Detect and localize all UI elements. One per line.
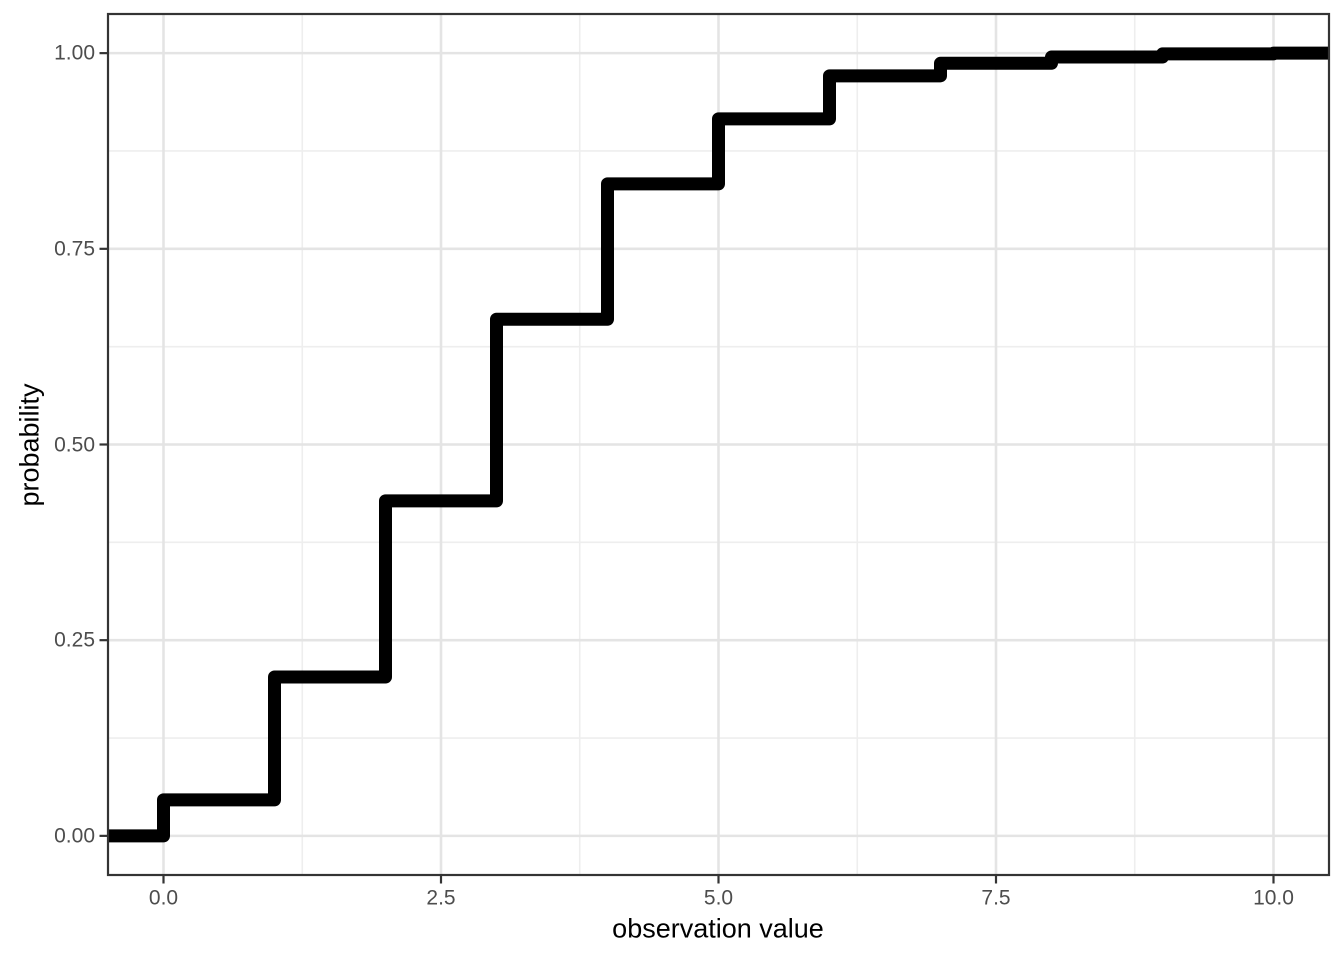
x-tick-label: 10.0 [1253, 886, 1294, 910]
axis-tick-marks [99, 52, 1275, 884]
y-tick-label: 0.50 [54, 433, 95, 456]
y-axis-title: probability [14, 383, 45, 507]
x-tick-label: 7.5 [981, 886, 1011, 910]
y-tick-label: 0.25 [54, 628, 95, 652]
y-tick-label: 1.00 [54, 41, 95, 65]
y-tick-label: 0.00 [54, 824, 95, 848]
y-tick-label: 0.75 [54, 237, 95, 261]
x-tick-label: 2.5 [426, 886, 456, 910]
x-tick-label: 5.0 [703, 886, 734, 910]
x-axis-title: observation value [612, 913, 824, 944]
x-tick-label: 0.0 [148, 886, 179, 910]
ecdf-step-line [108, 46, 1329, 843]
